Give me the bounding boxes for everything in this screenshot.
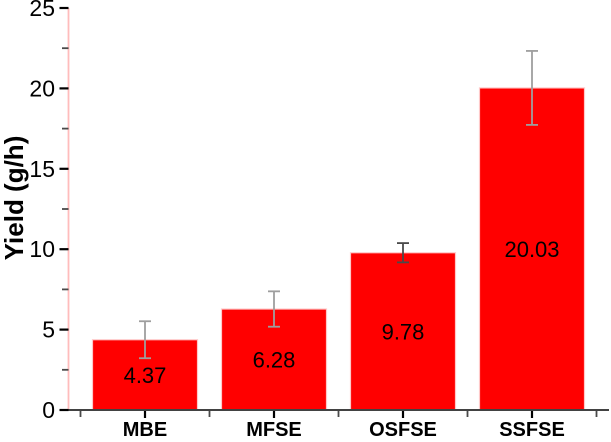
bar-value-label: 4.37 — [124, 363, 167, 388]
axes-layer — [59, 6, 609, 418]
y-axis-tick-label: 5 — [42, 317, 55, 343]
labels-layer: 4.37 6.28 9.78 20.03 0 5 10 15 20 25 MBE MFSE OSFSE S… — [29, 0, 564, 441]
bar-value-label: 9.78 — [382, 319, 425, 344]
bars-layer — [91, 50, 586, 411]
bar-value-label: 20.03 — [504, 237, 559, 262]
y-axis-tick-label: 20 — [29, 75, 55, 101]
y-axis-tick-label: 10 — [29, 236, 55, 262]
x-axis-category-label: SSFSE — [499, 419, 565, 441]
y-axis-tick-label: 15 — [29, 156, 55, 182]
y-axis-title: Yield (g/h) — [0, 136, 29, 261]
y-axis-tick-label: 25 — [29, 0, 55, 21]
x-axis-category-label: OSFSE — [369, 419, 437, 441]
x-axis-category-label: MBE — [123, 419, 167, 441]
x-axis-category-label: MFSE — [246, 419, 302, 441]
bar-value-label: 6.28 — [253, 348, 296, 373]
y-axis-tick-label: 0 — [42, 397, 55, 423]
bar-osfse — [349, 252, 457, 411]
